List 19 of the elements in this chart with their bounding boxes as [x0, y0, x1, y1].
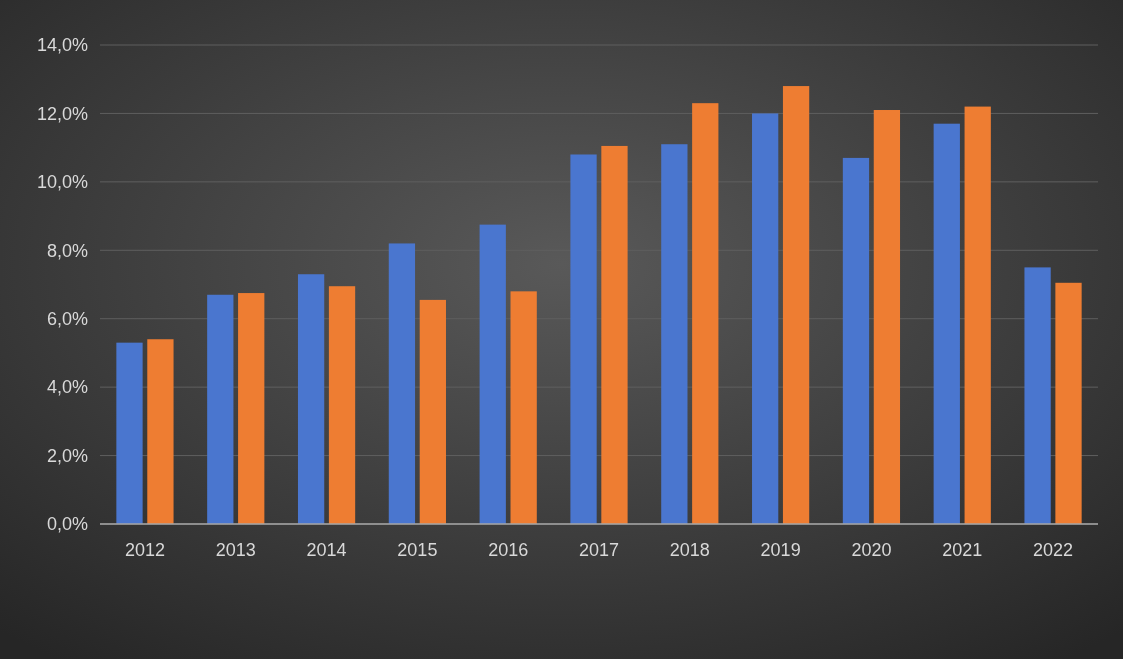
x-tick-label: 2019 [760, 540, 801, 560]
x-tick-label: 2013 [215, 540, 256, 560]
y-tick-label: 8,0% [46, 240, 88, 261]
y-tick-label: 0,0% [46, 514, 88, 535]
y-tick-label: 2,0% [46, 445, 88, 466]
y-tick-label: 4,0% [46, 377, 88, 398]
x-tick-label: 2018 [669, 540, 710, 560]
y-tick-label: 6,0% [46, 309, 88, 330]
x-tick-label: 2021 [942, 540, 983, 560]
x-tick-label: 2012 [124, 540, 165, 560]
y-tick-label: 12,0% [36, 103, 88, 124]
x-tick-label: 2015 [397, 540, 438, 560]
y-tick-label: 14,0% [36, 35, 88, 56]
x-tick-label: 2016 [488, 540, 529, 560]
x-tick-label: 2022 [1033, 540, 1074, 560]
x-tick-label: 2017 [578, 540, 620, 560]
x-tick-label: 2014 [306, 540, 347, 560]
y-tick-label: 10,0% [36, 172, 88, 193]
x-tick-label: 2020 [851, 540, 892, 560]
